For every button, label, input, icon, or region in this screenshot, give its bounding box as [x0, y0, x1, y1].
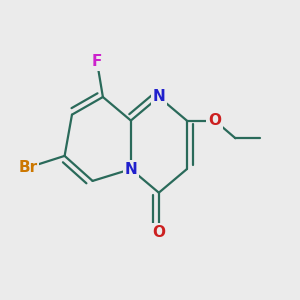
- Text: O: O: [208, 113, 221, 128]
- Text: N: N: [152, 89, 165, 104]
- Text: F: F: [92, 54, 102, 69]
- Text: N: N: [124, 162, 137, 177]
- Text: O: O: [152, 225, 165, 240]
- Text: Br: Br: [18, 160, 38, 175]
